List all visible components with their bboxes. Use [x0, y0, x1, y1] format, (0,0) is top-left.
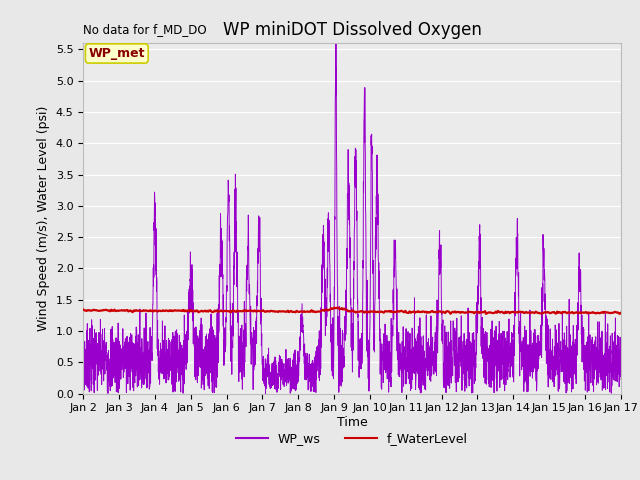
Y-axis label: Wind Speed (m/s), Water Level (psi): Wind Speed (m/s), Water Level (psi) [37, 106, 50, 331]
Text: WP_met: WP_met [88, 47, 145, 60]
Text: No data for f_MD_DO: No data for f_MD_DO [83, 23, 207, 36]
Title: WP miniDOT Dissolved Oxygen: WP miniDOT Dissolved Oxygen [223, 21, 481, 39]
Legend: WP_ws, f_WaterLevel: WP_ws, f_WaterLevel [231, 427, 473, 450]
X-axis label: Time: Time [337, 416, 367, 429]
